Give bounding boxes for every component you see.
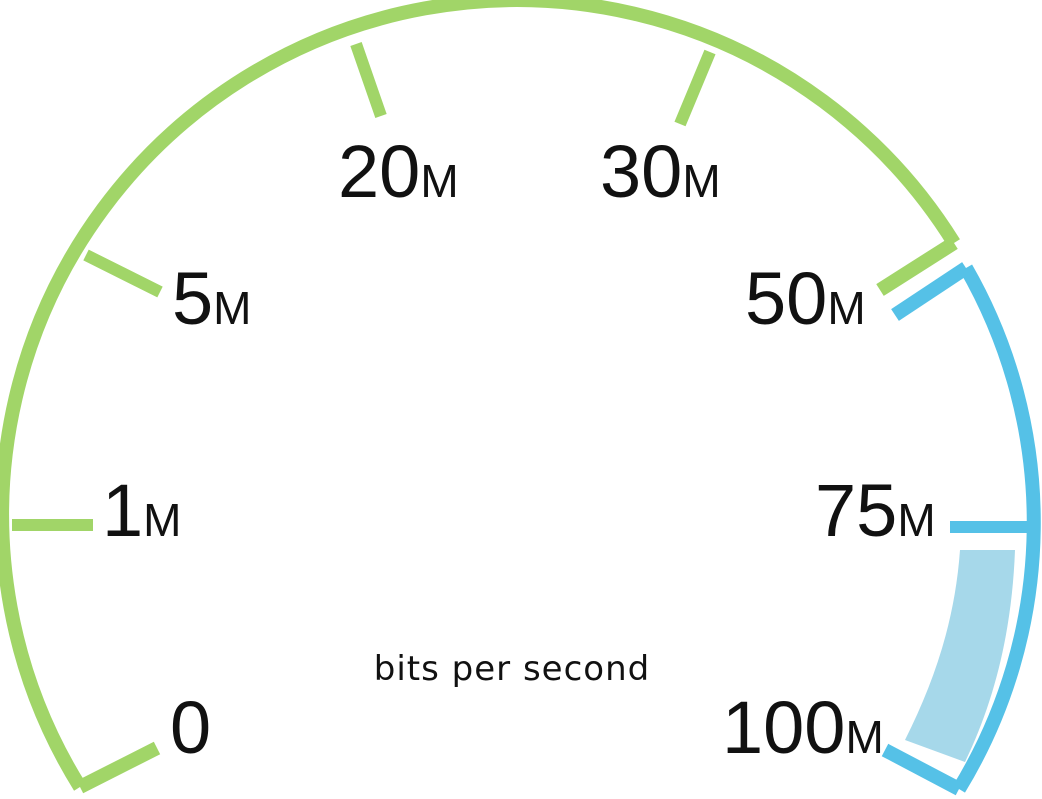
arc-50m-cap bbox=[876, 237, 958, 296]
tick-label-50m: 50M bbox=[745, 257, 866, 340]
tick-mark-20m bbox=[350, 42, 387, 118]
tick-mark-5m bbox=[83, 249, 163, 298]
arc-start-cap bbox=[76, 741, 161, 794]
tick-label-100m: 100M bbox=[722, 686, 884, 769]
tick-label-5m: 5M bbox=[172, 257, 251, 340]
high-arc-start-cap bbox=[891, 262, 970, 321]
tick-label-20m: 20M bbox=[338, 130, 459, 213]
tick-label-75m: 75M bbox=[815, 469, 936, 552]
reading-fill-band bbox=[905, 550, 1015, 762]
tick-label-0: 0 bbox=[170, 686, 211, 769]
tick-label-30m: 30M bbox=[600, 130, 721, 213]
low-range-arc bbox=[0, 0, 960, 791]
high-arc-end-cap bbox=[881, 743, 963, 796]
tick-mark-30m bbox=[674, 49, 716, 127]
high-range-arc bbox=[953, 264, 1041, 793]
tick-label-1m: 1M bbox=[102, 469, 181, 552]
unit-caption: bits per second bbox=[374, 649, 650, 689]
